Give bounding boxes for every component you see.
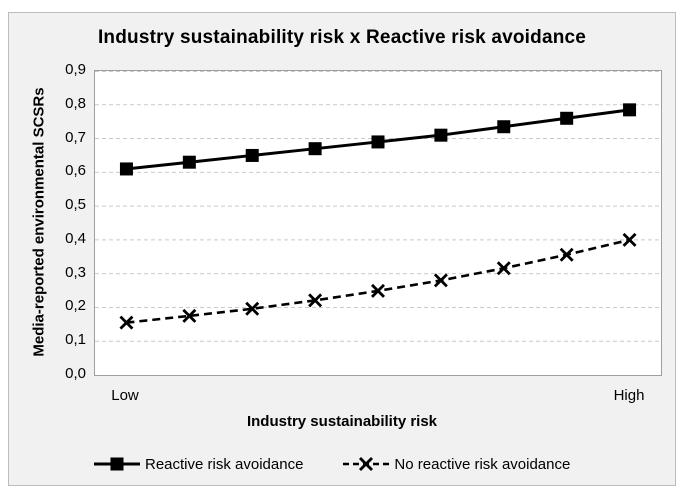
series-1-marker-square (308, 142, 322, 156)
series-2-marker-x (245, 301, 260, 316)
y-tick-label: 0,0 (65, 365, 86, 382)
y-tick-label: 0,9 (65, 61, 86, 78)
legend-solid-square-swatch-icon (94, 457, 140, 471)
series-1-marker-square (434, 128, 448, 142)
series-1-marker-square (560, 111, 574, 125)
legend-item-1: Reactive risk avoidance (94, 455, 303, 473)
series-2-marker-x (433, 273, 448, 288)
series-2-marker-x (119, 315, 134, 330)
x-axis-title: Industry sustainability risk (246, 413, 438, 430)
series-1-marker-square (245, 148, 259, 162)
y-axis-tick-labels: 0,0 0,1 0,2 0,3 0,4 0,5 0,6 0,7 0,8 0,9 (9, 13, 86, 485)
series-line-2 (126, 238, 630, 324)
series-2-marker-x (371, 283, 385, 298)
series-1-marker-square (119, 162, 133, 176)
chart-panel: Industry sustainability risk x Reactive … (8, 12, 676, 486)
legend-label: No reactive risk avoidance (394, 455, 571, 473)
y-tick-label: 0,5 (65, 196, 86, 214)
series-2-marker-x (308, 293, 323, 308)
series-2-marker-x (622, 232, 637, 247)
plot-canvas (95, 71, 661, 342)
legend-label: Reactive risk avoidance (145, 455, 304, 473)
x-tick-label-high: High (613, 387, 645, 404)
series-2-marker-x (559, 247, 574, 262)
legend-dashed-x-swatch-icon (343, 457, 390, 471)
plot-area (94, 70, 662, 376)
series-2-marker-x (182, 308, 197, 323)
legend: Reactive risk avoidance No reactive risk … (94, 455, 570, 473)
y-tick-label: 0,4 (65, 229, 86, 247)
legend-item-2: No reactive risk avoidance (343, 455, 570, 473)
series-1-marker-square (371, 135, 385, 149)
y-tick-label: 0,7 (65, 128, 86, 146)
series-1-marker-square (497, 120, 511, 134)
x-tick-label-low: Low (111, 387, 139, 404)
y-tick-label: 0,8 (65, 94, 86, 112)
series-1-marker-square (182, 155, 196, 169)
chart-title: Industry sustainability risk x Reactive … (97, 27, 587, 48)
y-tick-label: 0,3 (65, 263, 86, 281)
y-tick-label: 0,6 (65, 162, 86, 180)
series-2-marker-x (496, 261, 511, 276)
y-tick-label: 0,2 (65, 297, 86, 315)
y-tick-label: 0,1 (65, 331, 86, 349)
series-1-marker-square (623, 103, 637, 117)
